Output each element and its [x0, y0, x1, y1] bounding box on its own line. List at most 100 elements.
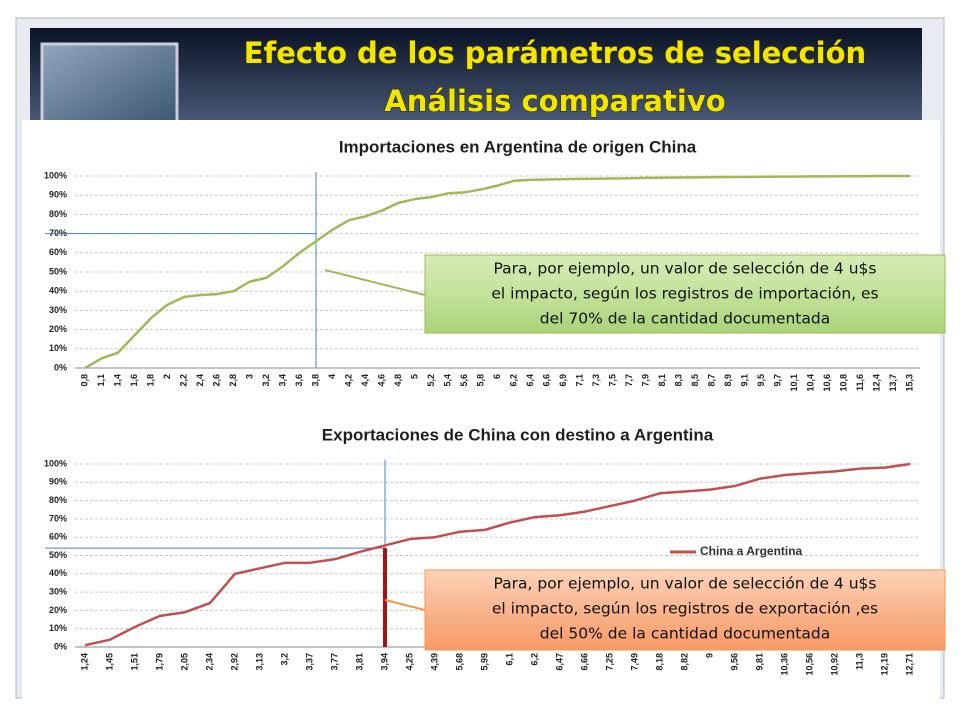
data-line — [84, 174, 910, 370]
x-tick-label: 7,25 — [604, 653, 614, 671]
x-tick-label: 2,2 — [178, 374, 188, 387]
x-tick-label: 6,1 — [504, 653, 514, 666]
y-tick-label: 70% — [49, 513, 67, 523]
slide-title: Efecto de los parámetros de selección — [244, 36, 866, 70]
x-tick-label: 4,4 — [360, 374, 370, 387]
x-tick-label: 10,36 — [779, 653, 789, 676]
y-tick-label: 0% — [54, 641, 67, 651]
x-tick-label: 0,8 — [79, 374, 89, 387]
x-tick-label: 10,8 — [838, 374, 848, 392]
x-tick-label: 2,8 — [228, 374, 238, 387]
x-tick-label: 3,2 — [261, 374, 271, 387]
x-tick-label: 6,9 — [558, 374, 568, 387]
x-tick-label: 3,6 — [294, 374, 304, 387]
y-tick-label: 50% — [49, 266, 67, 276]
x-tick-label: 13,7 — [888, 374, 898, 392]
x-tick-label: 8,1 — [657, 374, 667, 387]
x-tick-label: 7,1 — [574, 374, 584, 387]
y-tick-label: 90% — [49, 190, 67, 200]
charts: Importaciones en Argentina de origen Chi… — [44, 137, 946, 676]
x-tick-label: 9,1 — [739, 374, 749, 387]
y-tick-label: 90% — [49, 477, 67, 487]
x-tick-label: 4 — [327, 374, 337, 379]
x-tick-label: 1,79 — [154, 653, 164, 671]
x-tick-label: 5,8 — [475, 374, 485, 387]
x-tick-label: 3,77 — [329, 653, 339, 671]
x-tick-label: 6,66 — [579, 653, 589, 671]
x-tick-label: 12,19 — [879, 653, 889, 676]
callout-text: Para, por ejemplo, un valor de selección… — [494, 260, 877, 278]
x-tick-label: 10,4 — [805, 374, 815, 392]
x-tick-label: 2,92 — [229, 653, 239, 671]
x-tick-label: 10,92 — [829, 653, 839, 676]
x-tick-label: 8,7 — [706, 374, 716, 387]
legend-label: China a Argentina — [700, 544, 803, 558]
x-tick-label: 2 — [162, 374, 172, 379]
x-tick-label: 9 — [704, 653, 714, 658]
y-tick-label: 80% — [49, 495, 67, 505]
x-tick-label: 8,9 — [723, 374, 733, 387]
y-tick-label: 40% — [49, 286, 67, 296]
header — [30, 28, 922, 124]
x-tick-label: 4,2 — [343, 374, 353, 387]
x-tick-label: 1,45 — [104, 653, 114, 671]
x-tick-label: 1,4 — [112, 374, 122, 387]
y-tick-label: 100% — [44, 458, 67, 468]
x-tick-label: 9,81 — [754, 653, 764, 671]
x-tick-label: 1,6 — [129, 374, 139, 387]
x-tick-label: 8,82 — [679, 653, 689, 671]
y-tick-label: 0% — [54, 362, 67, 372]
x-tick-label: 2,4 — [195, 374, 205, 387]
y-tick-label: 60% — [49, 532, 67, 542]
slide-subtitle: Análisis comparativo — [384, 84, 725, 118]
x-tick-label: 1,51 — [129, 653, 139, 671]
x-tick-label: 6,2 — [529, 653, 539, 666]
x-tick-label: 7,5 — [607, 374, 617, 387]
x-tick-label: 5,2 — [426, 374, 436, 387]
y-tick-label: 10% — [49, 623, 67, 633]
x-tick-label: 1,8 — [145, 374, 155, 387]
x-tick-label: 4,25 — [404, 653, 414, 671]
x-tick-label: 5,6 — [459, 374, 469, 387]
x-tick-label: 1,1 — [96, 374, 106, 387]
x-tick-label: 3,8 — [310, 374, 320, 387]
x-tick-label: 7,7 — [624, 374, 634, 387]
x-tick-label: 8,18 — [654, 653, 664, 671]
y-tick-label: 60% — [49, 247, 67, 257]
x-tick-label: 8,5 — [690, 374, 700, 387]
x-tick-label: 9,5 — [756, 374, 766, 387]
callout-box — [424, 569, 946, 651]
x-tick-label: 9,7 — [772, 374, 782, 387]
x-tick-label: 6 — [492, 374, 502, 379]
callout-text: del 70% de la cantidad documentada — [540, 310, 830, 328]
callout-text: el impacto, según los registros de impor… — [491, 285, 878, 303]
x-tick-label: 5,68 — [454, 653, 464, 671]
callout-box — [424, 254, 946, 334]
x-tick-label: 5,4 — [442, 374, 452, 387]
y-tick-label: 10% — [49, 343, 67, 353]
y-tick-label: 20% — [49, 605, 67, 615]
x-tick-label: 3,37 — [304, 653, 314, 671]
x-tick-label: 11,3 — [854, 653, 864, 670]
x-tick-label: 2,6 — [211, 374, 221, 387]
x-tick-label: 4,8 — [393, 374, 403, 387]
y-tick-label: 30% — [49, 305, 67, 315]
y-tick-label: 70% — [49, 228, 67, 238]
callout-text: Para, por ejemplo, un valor de selección… — [494, 575, 877, 593]
callout-pointer — [384, 599, 426, 611]
callout-text: del 50% de la cantidad documentada — [540, 625, 830, 643]
x-tick-label: 4,6 — [376, 374, 386, 387]
logo-photo — [40, 42, 179, 124]
x-tick-label: 3 — [244, 374, 254, 379]
x-tick-label: 5 — [409, 374, 419, 379]
chart-title: Exportaciones de China con destino a Arg… — [322, 425, 714, 444]
x-tick-label: 11,6 — [855, 374, 865, 391]
x-tick-label: 1,24 — [79, 653, 89, 671]
y-tick-label: 100% — [44, 170, 67, 180]
x-tick-label: 6,2 — [508, 374, 518, 387]
x-tick-label: 6,6 — [541, 374, 551, 387]
x-tick-label: 6,4 — [525, 374, 535, 387]
y-tick-label: 20% — [49, 324, 67, 334]
